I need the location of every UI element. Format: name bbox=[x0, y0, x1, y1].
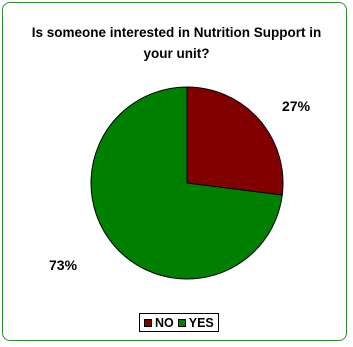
chart-legend: NO YES bbox=[139, 313, 219, 332]
pie-slice-no bbox=[186, 86, 284, 196]
pie-slice-yes bbox=[90, 86, 283, 280]
chart-title: Is someone interested in Nutrition Suppo… bbox=[31, 25, 322, 61]
slice-label-yes: 73% bbox=[49, 257, 78, 273]
legend-swatch-no bbox=[144, 318, 152, 327]
legend-label-yes: YES bbox=[188, 315, 214, 330]
legend-swatch-yes bbox=[177, 318, 186, 327]
legend-label-no: NO bbox=[155, 315, 174, 330]
slice-label-no: 27% bbox=[282, 98, 311, 114]
legend-item-yes: YES bbox=[177, 315, 214, 330]
legend-item-no: NO bbox=[144, 316, 174, 330]
